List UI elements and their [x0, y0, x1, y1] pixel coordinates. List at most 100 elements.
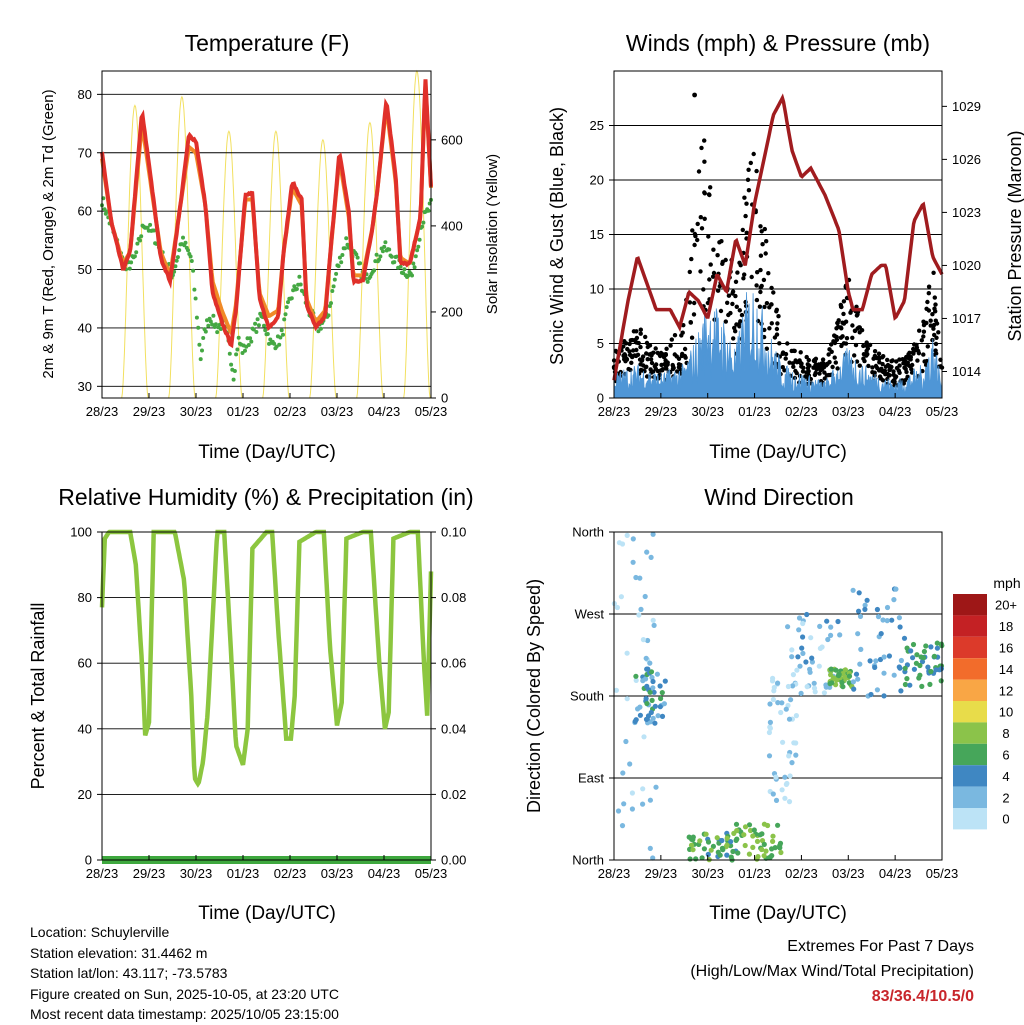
- temperature-x-ticks: 28/23 29/23 30/23 01/23 02/23 03/23 04/23 05/23: [86, 393, 447, 419]
- y-tick-label: 400: [441, 218, 463, 233]
- wind-direction-point: [633, 717, 639, 723]
- gust-point: [726, 293, 732, 298]
- dewpoint-point: [417, 237, 422, 242]
- wind-direction-point: [789, 760, 795, 766]
- gust-point: [832, 340, 838, 346]
- gust-point: [919, 338, 924, 343]
- wind-direction-point: [868, 691, 874, 698]
- dewpoint-point: [398, 264, 403, 269]
- gust-point: [894, 359, 899, 364]
- gust-point: [857, 330, 862, 335]
- wind-direction-point: [812, 689, 818, 695]
- wind-direction-point: [703, 831, 709, 837]
- humidity-y-label: Percent & Total Rainfall: [28, 603, 48, 790]
- wind-direction-point: [701, 846, 708, 852]
- gust-point: [634, 347, 639, 353]
- gust-point: [661, 352, 666, 357]
- gust-point: [731, 336, 736, 341]
- wind-direction-point: [821, 690, 828, 696]
- x-tick-label: 01/23: [738, 404, 771, 419]
- colorbar-swatch: [953, 636, 987, 659]
- wind-direction-point: [898, 657, 905, 664]
- wind-direction-point: [637, 704, 643, 710]
- gust-point: [800, 369, 806, 374]
- x-tick-label: 01/23: [227, 866, 260, 881]
- dewpoint-point: [206, 323, 211, 328]
- gust-point: [669, 337, 674, 342]
- winds-x-ticks: 28/23 29/23 30/23 01/23 02/23 03/23 04/23 05/23: [598, 393, 958, 419]
- temp-2m-line: [100, 79, 433, 349]
- dewpoint-point: [410, 273, 414, 278]
- gust-point: [733, 279, 739, 284]
- wind-direction-point: [651, 689, 657, 695]
- wind-direction-point: [780, 739, 786, 745]
- dewpoint-point: [210, 322, 215, 327]
- gust-point: [861, 343, 866, 349]
- gust-point: [826, 352, 831, 357]
- y-tick-label: 60: [78, 204, 92, 219]
- temp-9m-series: [100, 85, 433, 338]
- recent-timestamp: Most recent data timestamp: 2025/10/05 2…: [30, 1006, 339, 1022]
- wind-direction-point: [777, 843, 783, 849]
- gust-point: [805, 362, 810, 367]
- wind-series: [613, 292, 943, 399]
- dewpoint-point: [208, 319, 213, 324]
- gust-max-point: [692, 92, 697, 98]
- dewpoint-point: [330, 289, 335, 293]
- wind-direction-point: [728, 854, 734, 860]
- dewpoint-point: [284, 305, 289, 310]
- gust-point: [917, 328, 922, 333]
- winds-x-label: Time (Day/UTC): [709, 442, 847, 463]
- colorbar-label: 14: [999, 662, 1013, 677]
- pressure-line: [612, 93, 944, 381]
- y-tick-label: 5: [597, 336, 604, 351]
- gust-point: [636, 340, 641, 346]
- y-tick-label: 60: [78, 656, 92, 671]
- wind-direction-point: [766, 855, 772, 861]
- wind-direction-point: [761, 853, 767, 859]
- wind-direction-point: [734, 828, 740, 834]
- gust-point: [734, 322, 739, 327]
- gust-point: [734, 304, 739, 309]
- wind-direction-point: [747, 827, 754, 834]
- x-tick-label: 01/23: [227, 404, 260, 419]
- gust-point: [758, 267, 763, 273]
- gust-point: [733, 329, 738, 334]
- wind-direction-point: [746, 822, 753, 828]
- gust-point: [890, 379, 896, 384]
- wind-direction-point: [644, 549, 650, 555]
- gust-point: [900, 357, 905, 362]
- wind-direction-point: [880, 617, 886, 623]
- wind-direction-point: [662, 678, 668, 684]
- dewpoint-point: [329, 301, 333, 306]
- gust-point: [702, 216, 707, 221]
- pressure-series: [612, 93, 944, 381]
- gust-point: [758, 224, 763, 229]
- gust-point: [839, 326, 844, 331]
- x-tick-label: 28/23: [86, 404, 119, 419]
- gust-point: [864, 353, 869, 358]
- wind-direction-point: [693, 856, 699, 862]
- dewpoint-point: [282, 317, 287, 322]
- wind-direction-point: [742, 842, 748, 849]
- wind-direction-point: [809, 655, 815, 661]
- colorbar-unit: mph: [993, 575, 1020, 591]
- wind-direction-point: [650, 678, 656, 685]
- wind-direction-point: [925, 664, 931, 670]
- dewpoint-point: [411, 261, 416, 266]
- x-tick-label: 04/23: [879, 404, 912, 419]
- dewpoint-point: [215, 330, 220, 335]
- wind-direction-point: [750, 844, 756, 851]
- wind-direction-point: [782, 774, 788, 780]
- gust-point: [839, 304, 844, 310]
- gust-point: [715, 253, 720, 258]
- dewpoint-point: [255, 317, 260, 322]
- gust-point: [812, 372, 818, 378]
- wind-direction-point: [766, 729, 773, 736]
- dewpoint-point: [426, 208, 431, 213]
- wind-direction-point: [659, 690, 665, 696]
- extremes-subtitle: (High/Low/Max Wind/Total Precipitation): [690, 963, 974, 980]
- wind-direction-point: [615, 808, 622, 814]
- wind-direction-point: [714, 835, 720, 841]
